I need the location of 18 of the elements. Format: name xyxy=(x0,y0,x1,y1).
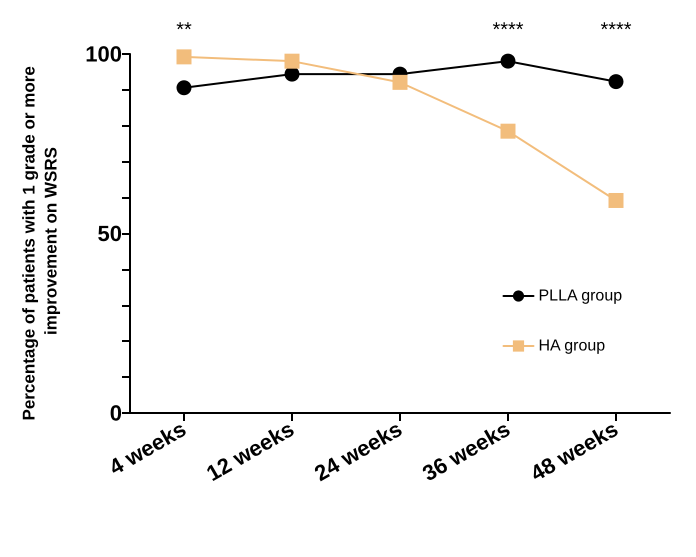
point xyxy=(500,54,516,69)
point xyxy=(608,74,624,90)
point xyxy=(284,54,300,69)
y-tick-label: 0 xyxy=(110,400,122,426)
text: ** xyxy=(176,19,192,41)
point xyxy=(500,124,516,139)
y-axis-title: Percentage of patients with 1 grade or more improvement on WSRS xyxy=(20,62,60,420)
point xyxy=(284,66,300,82)
point xyxy=(608,192,624,208)
legend-label: PLLA group xyxy=(538,288,622,304)
point xyxy=(392,74,408,90)
point xyxy=(176,49,192,64)
y-tick-label: 100 xyxy=(85,42,122,66)
y-tick-label: 50 xyxy=(98,221,122,246)
point xyxy=(176,80,192,96)
text: **** xyxy=(600,19,632,41)
text: **** xyxy=(492,19,524,41)
legend-label: HA group xyxy=(538,338,606,354)
